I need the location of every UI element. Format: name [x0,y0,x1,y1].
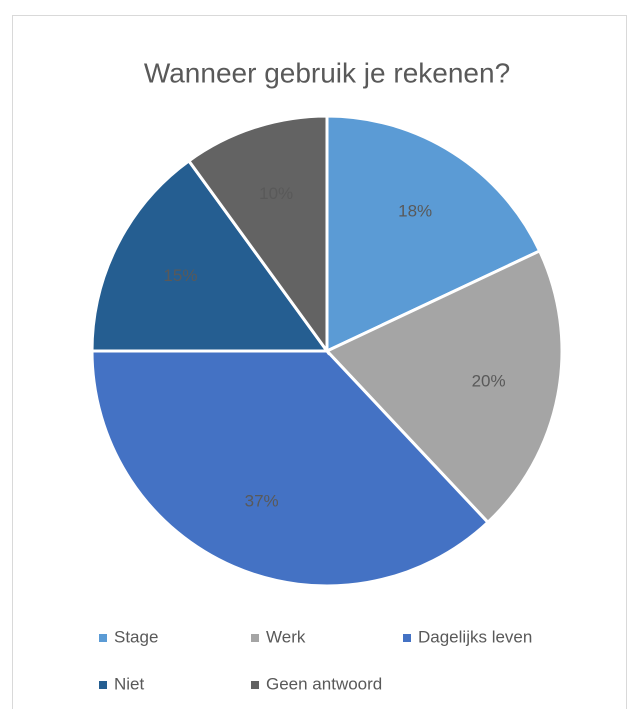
data-label: 10% [259,184,293,203]
data-label: 18% [398,202,432,221]
pie-slice [90,158,330,353]
legend-label: Stage [114,627,158,646]
pie-slice [325,114,542,354]
legend-marker [251,681,259,689]
legend-marker [251,634,259,642]
pie-slice [324,248,564,525]
legend-label: Dagelijks leven [418,627,532,646]
legend-label: Niet [114,674,145,693]
data-label: 37% [245,491,279,510]
legend-label: Geen antwoord [266,674,382,693]
pie-slice [90,349,490,588]
data-label: 20% [472,371,506,390]
legend-label: Werk [266,627,306,646]
pie-slice [186,114,329,356]
legend-marker [99,681,107,689]
legend-marker [403,634,411,642]
chart-title: Wanneer gebruik je rekenen? [144,57,510,88]
data-label: 15% [163,266,197,285]
legend-marker [99,634,107,642]
